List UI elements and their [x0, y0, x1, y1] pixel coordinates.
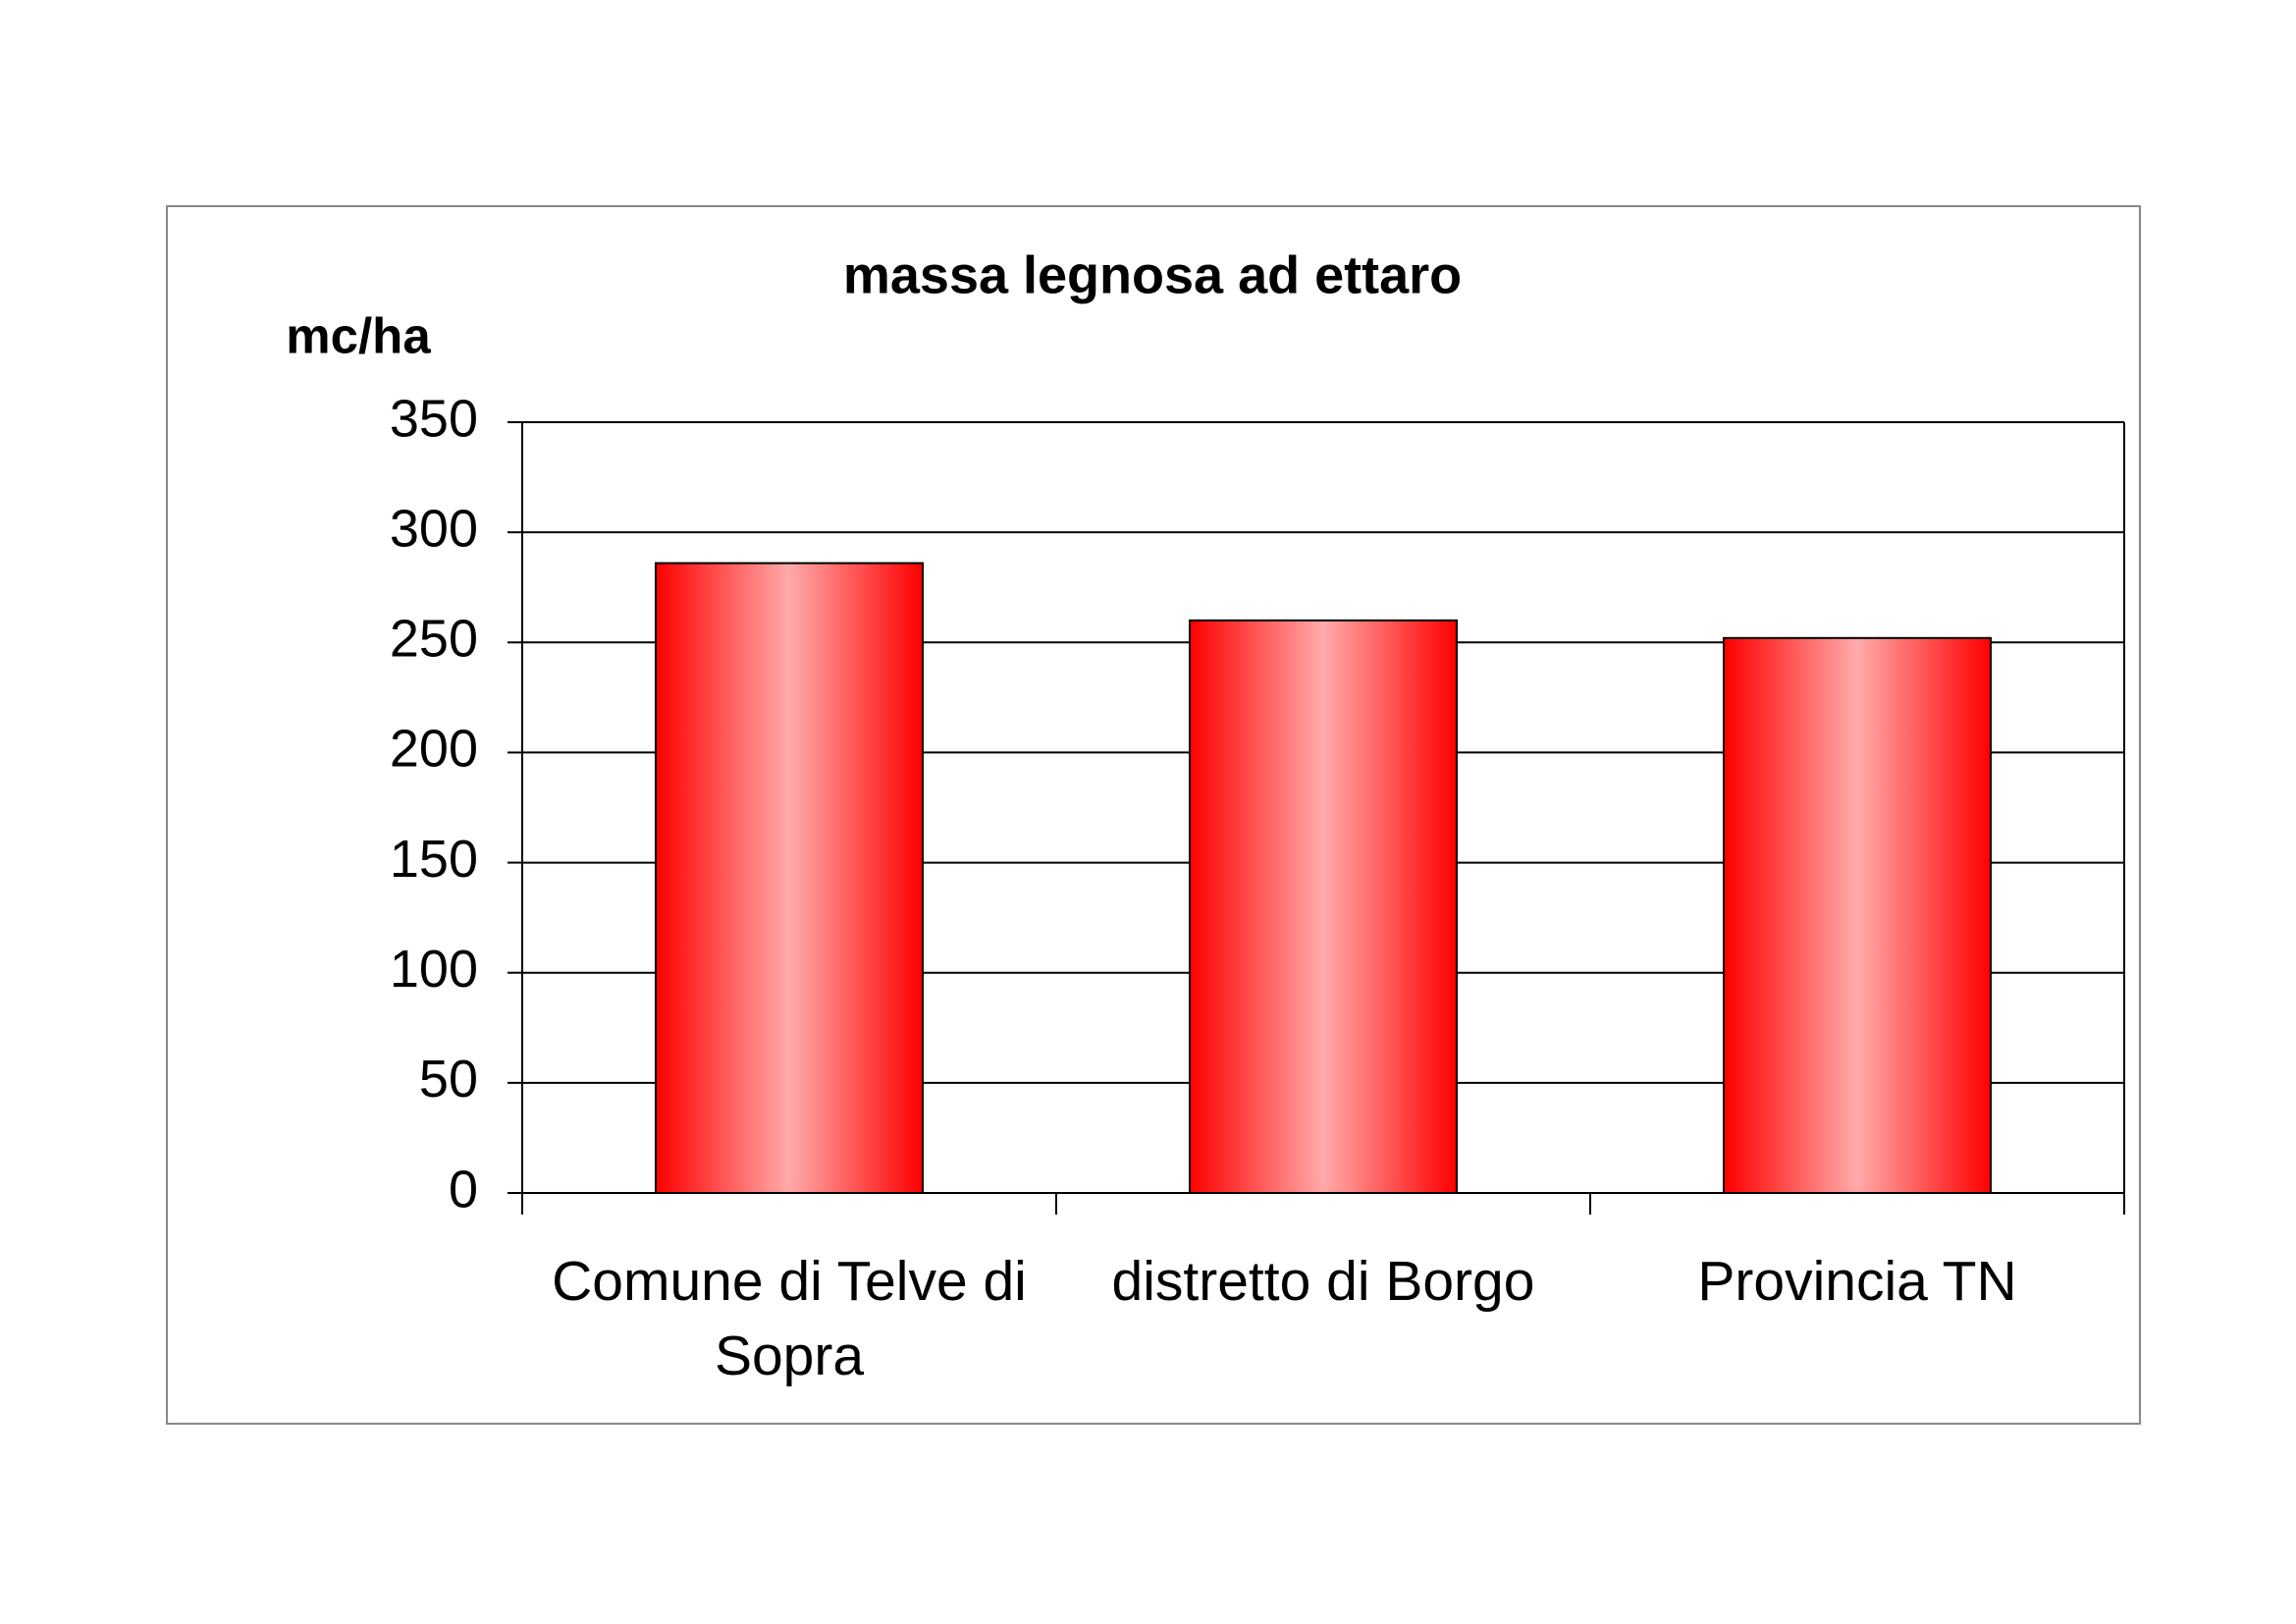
- y-tick-label: 350: [390, 389, 478, 448]
- chart-title: massa legnosa ad ettaro: [843, 245, 1462, 304]
- x-tick-label: Provincia TN: [1697, 1250, 2017, 1313]
- y-tick-label: 100: [390, 940, 478, 999]
- bar: [1723, 636, 1992, 1194]
- x-tick-label: Comune di Telve di Sopra: [552, 1250, 1027, 1387]
- y-tick-label: 200: [390, 720, 478, 779]
- y-tick-label: 300: [390, 499, 478, 558]
- y-tick-label: 50: [419, 1050, 478, 1109]
- y-tick-label: 0: [449, 1160, 478, 1218]
- bar: [655, 562, 924, 1194]
- y-axis-label: mc/ha: [286, 307, 431, 363]
- y-tick-label: 250: [390, 610, 478, 669]
- x-tick-label: distretto di Borgo: [1111, 1250, 1535, 1313]
- bar: [1189, 619, 1458, 1194]
- y-tick-label: 150: [390, 830, 478, 889]
